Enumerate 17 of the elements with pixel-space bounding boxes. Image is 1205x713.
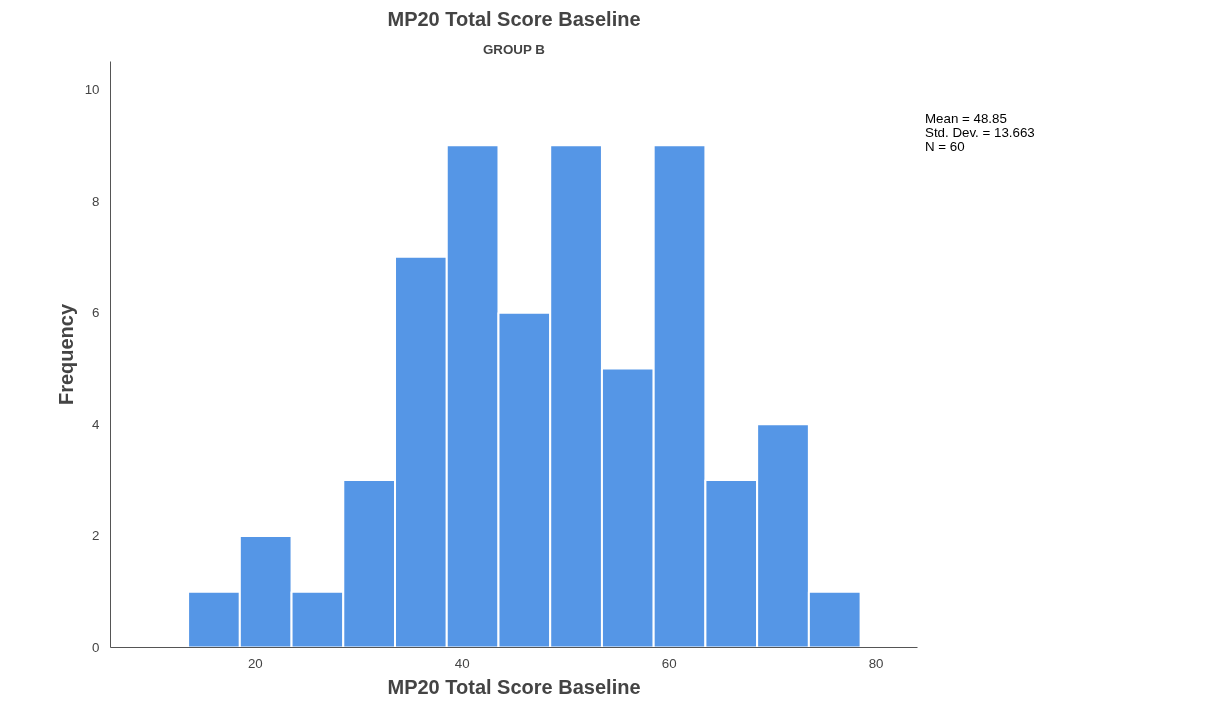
chart-title: MP20 Total Score Baseline (387, 7, 641, 30)
y-tick-label: 6 (92, 305, 100, 321)
x-tick-label: 20 (247, 655, 263, 671)
x-tick-label: 80 (868, 655, 884, 671)
y-axis-title: Frequency (54, 303, 77, 406)
text: Mean = 48.85 (925, 111, 1007, 126)
text: Std. Dev. = 13.663 (925, 124, 1035, 140)
x-axis-title: MP20 Total Score Baseline (387, 675, 641, 698)
text: N = 60 (925, 138, 965, 154)
chart-subtitle: GROUP B (482, 41, 546, 57)
x-tick-label: 40 (454, 655, 470, 671)
y-tick-label: 0 (92, 640, 100, 655)
y-tick-label: 8 (92, 193, 100, 209)
x-tick-label: 60 (661, 655, 677, 671)
y-tick-label: 2 (92, 528, 100, 544)
y-tick-label: 4 (92, 416, 101, 432)
y-tick-label: 10 (84, 81, 100, 97)
